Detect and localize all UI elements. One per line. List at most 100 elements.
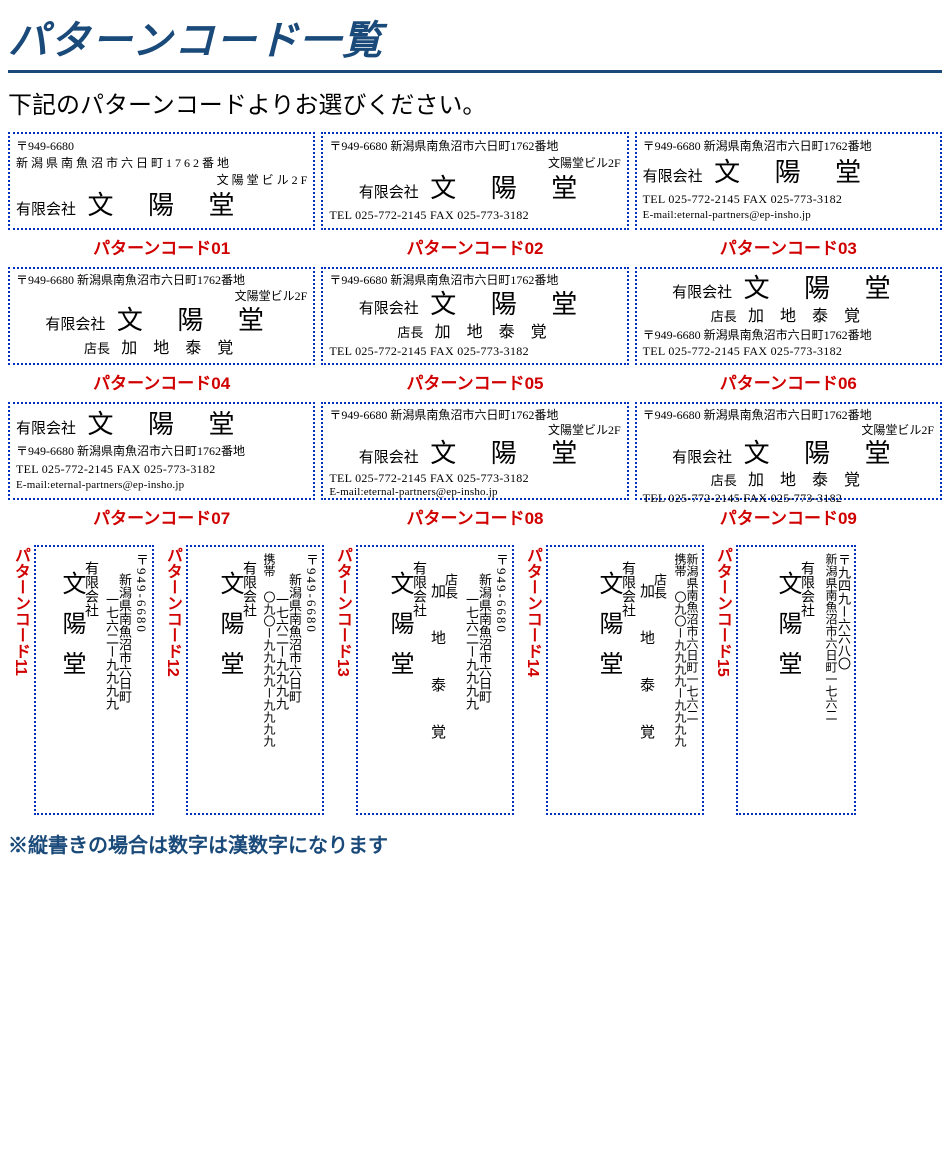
code-label-02: パターンコード02 — [406, 234, 543, 259]
role: 店長 — [711, 473, 745, 488]
code-label-06: パターンコード06 — [720, 369, 857, 394]
code-label-09: パターンコード09 — [720, 504, 857, 529]
company-name: 文 陽 堂 — [736, 439, 905, 468]
vcard-wrap-12: パターンコード12 〒949-6680 新潟県南魚沼市六日町 一七六二ー九九九九… — [160, 545, 324, 815]
email: E-mail:eternal-partners@ep-insho.jp — [16, 479, 307, 493]
address-line1: 〒949-6680 新潟県南魚沼市六日町1762番地 — [329, 139, 620, 154]
vcard-wrap-14: パターンコード14 新潟県南魚沼市六日町一七六二 携帯 〇九〇ー九九九九ー九九九… — [520, 545, 704, 815]
card-07: 有限会社 文 陽 堂 〒949-6680 新潟県南魚沼市六日町1762番地 TE… — [8, 402, 315, 500]
company-name: 文陽堂 — [775, 553, 799, 807]
person-name: 加 地 泰 覚 — [121, 340, 239, 357]
company-name: 文 陽 堂 — [109, 306, 278, 335]
vcard-wrap-13: パターンコード13 〒949-6680 新潟県南魚沼市六日町 一七六二ー九九九九… — [330, 545, 514, 815]
company-name: 文 陽 堂 — [80, 410, 249, 439]
company: 有限会社 文 陽 堂 — [643, 273, 934, 306]
address-line1: 〒949-6680 新潟県南魚沼市六日町1762番地 — [329, 408, 620, 423]
telfax: TEL 025-772-2145 FAX 025-773-3182 — [16, 462, 307, 477]
person: 店長 加 地 泰 覚 — [643, 471, 934, 491]
horizontal-card-grid: 〒949-6680 新 潟 県 南 魚 沼 市 六 日 町 1 7 6 2 番 … — [8, 132, 942, 529]
company-prefix: 有限会社 — [643, 169, 703, 185]
card-wrap-03: 〒949-6680 新潟県南魚沼市六日町1762番地 有限会社 文 陽 堂 TE… — [635, 132, 942, 259]
company-name: 文 陽 堂 — [422, 290, 591, 319]
company-name: 文陽堂 — [387, 553, 411, 807]
address1: 新潟県南魚沼市六日町 — [118, 553, 131, 807]
card-wrap-06: 有限会社 文 陽 堂 店長 加 地 泰 覚 〒949-6680 新潟県南魚沼市六… — [635, 267, 942, 394]
vcard-12: 〒949-6680 新潟県南魚沼市六日町 一七六二ー九九九九 携帯 〇九〇ー九九… — [186, 545, 324, 815]
postal: 〒949-6680 — [135, 553, 148, 807]
code-label-11: パターンコード11 — [8, 545, 32, 676]
postal: 〒949-6680 — [16, 139, 307, 154]
card-wrap-05: 〒949-6680 新潟県南魚沼市六日町1762番地 有限会社 文 陽 堂 店長… — [321, 267, 628, 394]
card-01: 〒949-6680 新 潟 県 南 魚 沼 市 六 日 町 1 7 6 2 番 … — [8, 132, 315, 230]
company: 有限会社 文 陽 堂 — [329, 438, 620, 471]
page-subtitle: 下記のパターンコードよりお選びください。 — [8, 85, 942, 120]
card-08: 〒949-6680 新潟県南魚沼市六日町1762番地 文陽堂ビル2F 有限会社 … — [321, 402, 628, 500]
company-prefix: 有限会社 — [672, 450, 732, 466]
card-wrap-02: 〒949-6680 新潟県南魚沼市六日町1762番地 文陽堂ビル2F 有限会社 … — [321, 132, 628, 259]
company-prefix: 有限会社 — [241, 553, 255, 807]
company-name: 文 陽 堂 — [422, 439, 591, 468]
role: 店長 — [444, 553, 457, 807]
vcard-11: 〒949-6680 新潟県南魚沼市六日町 一七六二ー九九九九 有限会社 文陽堂 — [34, 545, 154, 815]
person: 店長 加 地 泰 覚 — [16, 339, 307, 359]
address-line2: 文 陽 堂 ビ ル 2 F — [16, 173, 307, 188]
vcard-wrap-15: パターンコード15 〒九四九ー六六八〇 新潟県南魚沼市六日町一七六二 有限会社 … — [710, 545, 856, 815]
code-label-14: パターンコード14 — [520, 545, 544, 677]
code-label-04: パターンコード04 — [93, 369, 230, 394]
company-prefix: 有限会社 — [16, 421, 76, 437]
code-label-13: パターンコード13 — [330, 545, 354, 677]
address-line1: 〒949-6680 新潟県南魚沼市六日町1762番地 — [643, 328, 934, 343]
vcard-15: 〒九四九ー六六八〇 新潟県南魚沼市六日町一七六二 有限会社 文陽堂 — [736, 545, 856, 815]
company-name: 文 陽 堂 — [706, 158, 875, 187]
page-title: パターンコード一覧 — [8, 8, 942, 73]
company-prefix: 有限会社 — [16, 202, 76, 218]
address-line1: 〒949-6680 新潟県南魚沼市六日町1762番地 — [16, 444, 307, 459]
card-05: 〒949-6680 新潟県南魚沼市六日町1762番地 有限会社 文 陽 堂 店長… — [321, 267, 628, 365]
company-name: 文陽堂 — [596, 553, 620, 807]
postal: 〒949-6680 — [305, 553, 318, 807]
company-name: 文 陽 堂 — [422, 174, 591, 203]
address1: 新潟県南魚沼市六日町 — [288, 553, 301, 807]
card-wrap-07: 有限会社 文 陽 堂 〒949-6680 新潟県南魚沼市六日町1762番地 TE… — [8, 402, 315, 529]
company-name: 文 陽 堂 — [80, 191, 249, 220]
person-name: 加 地 泰 覚 — [638, 553, 653, 807]
person: 店長 加 地 泰 覚 — [643, 307, 934, 327]
telfax: TEL 025-772-2145 FAX 025-773-3182 — [329, 344, 620, 359]
code-label-03: パターンコード03 — [720, 234, 857, 259]
address-line1: 〒949-6680 新潟県南魚沼市六日町1762番地 — [643, 139, 934, 154]
company: 有限会社 文 陽 堂 — [16, 409, 307, 442]
footnote: ※縦書きの場合は数字は漢数字になります — [8, 829, 942, 858]
person-name: 加 地 泰 覚 — [748, 308, 866, 325]
company-prefix: 有限会社 — [799, 553, 813, 807]
vcard-14: 新潟県南魚沼市六日町一七六二 携帯 〇九〇ー九九九九ー九九九九 店長 加 地 泰… — [546, 545, 704, 815]
address-line2: 文陽堂ビル2F — [329, 423, 620, 438]
role: 店長 — [397, 325, 431, 340]
card-wrap-08: 〒949-6680 新潟県南魚沼市六日町1762番地 文陽堂ビル2F 有限会社 … — [321, 402, 628, 529]
address1: 新潟県南魚沼市六日町一七六二 — [686, 553, 698, 807]
role: 店長 — [84, 341, 118, 356]
company-prefix: 有限会社 — [672, 285, 732, 301]
telfax: TEL 025-772-2145 FAX 025-773-3182 — [329, 471, 620, 486]
role: 店長 — [653, 553, 666, 807]
address-line2: 文陽堂ビル2F — [329, 156, 620, 171]
person-name: 加 地 泰 覚 — [748, 472, 866, 489]
company: 有限会社 文 陽 堂 — [16, 305, 307, 338]
company-prefix: 有限会社 — [83, 553, 97, 807]
card-wrap-01: 〒949-6680 新 潟 県 南 魚 沼 市 六 日 町 1 7 6 2 番 … — [8, 132, 315, 259]
vcard-13: 〒949-6680 新潟県南魚沼市六日町 一七六二ー九九九九 店長 加 地 泰 … — [356, 545, 514, 815]
vcard-wrap-11: パターンコード11 〒949-6680 新潟県南魚沼市六日町 一七六二ー九九九九… — [8, 545, 154, 815]
company-prefix: 有限会社 — [620, 553, 634, 807]
address-line1: 〒949-6680 新潟県南魚沼市六日町1762番地 — [329, 273, 620, 288]
card-06: 有限会社 文 陽 堂 店長 加 地 泰 覚 〒949-6680 新潟県南魚沼市六… — [635, 267, 942, 365]
role: 店長 — [711, 309, 745, 324]
code-label-01: パターンコード01 — [93, 234, 230, 259]
address1: 新潟県南魚沼市六日町 — [478, 553, 491, 807]
card-wrap-09: 〒949-6680 新潟県南魚沼市六日町1762番地 文陽堂ビル2F 有限会社 … — [635, 402, 942, 529]
code-label-05: パターンコード05 — [406, 369, 543, 394]
code-label-07: パターンコード07 — [93, 504, 230, 529]
person-name: 加 地 泰 覚 — [429, 553, 444, 807]
card-09: 〒949-6680 新潟県南魚沼市六日町1762番地 文陽堂ビル2F 有限会社 … — [635, 402, 942, 500]
vertical-card-row: パターンコード11 〒949-6680 新潟県南魚沼市六日町 一七六二ー九九九九… — [8, 545, 942, 815]
company-name: 文陽堂 — [217, 553, 241, 807]
telfax: TEL 025-772-2145 FAX 025-773-3182 — [643, 344, 934, 359]
